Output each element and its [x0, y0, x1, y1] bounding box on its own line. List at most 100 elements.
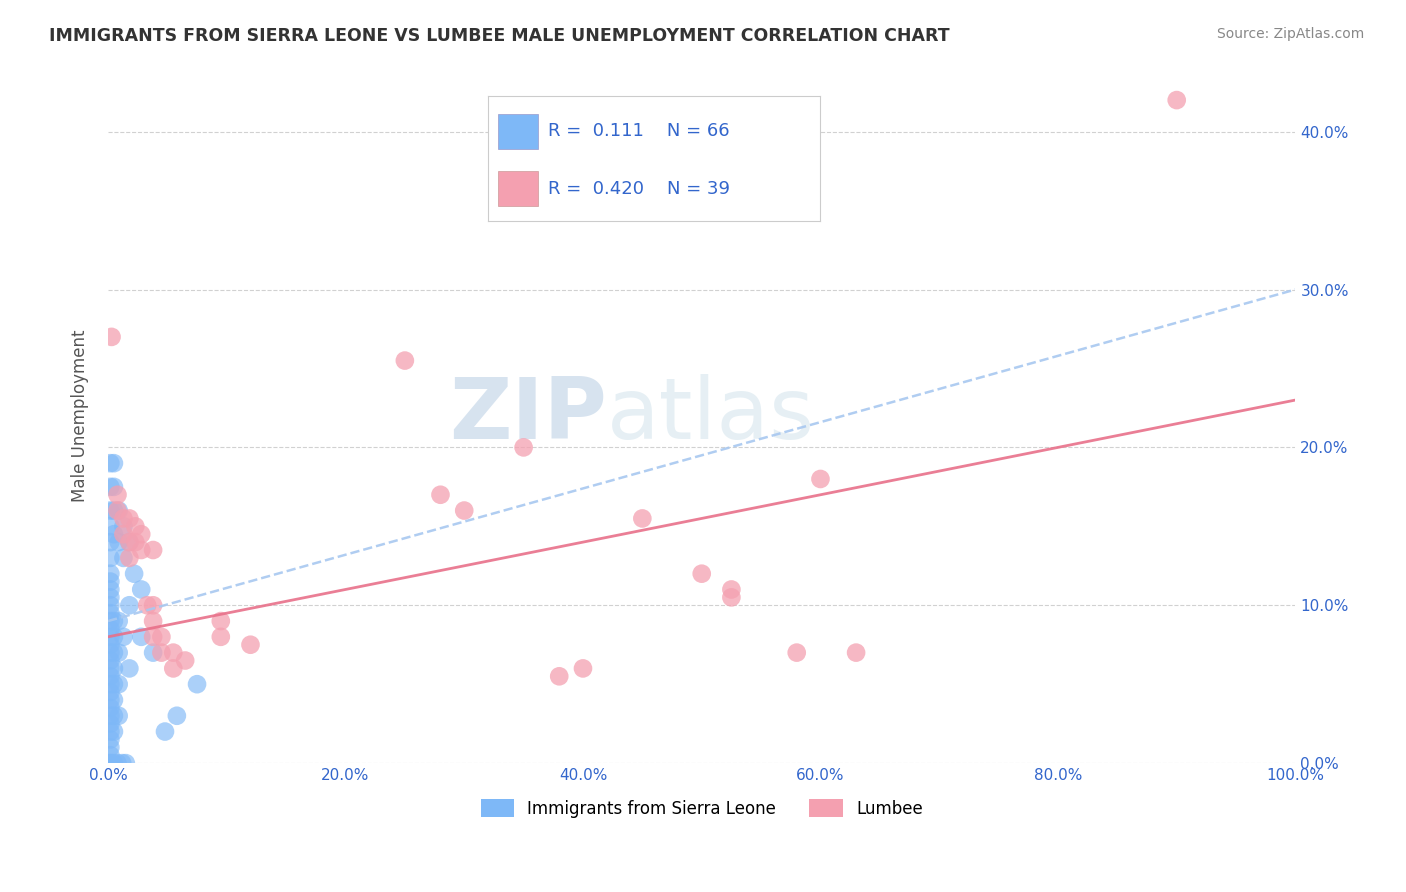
Point	[142, 646, 165, 660]
Point	[100, 330, 122, 344]
Point	[153, 724, 176, 739]
Point	[112, 511, 135, 525]
Y-axis label: Male Unemployment: Male Unemployment	[72, 329, 89, 502]
Point	[129, 527, 152, 541]
Point	[112, 550, 135, 565]
Point	[136, 599, 159, 613]
Point	[122, 566, 145, 581]
Point	[186, 677, 208, 691]
Point	[118, 535, 141, 549]
Point	[107, 488, 129, 502]
Point	[548, 669, 571, 683]
Point	[107, 677, 129, 691]
Point	[98, 685, 121, 699]
Point	[98, 566, 121, 581]
Point	[162, 661, 184, 675]
Point	[98, 606, 121, 620]
Point	[103, 630, 125, 644]
Point	[112, 519, 135, 533]
Legend: Immigrants from Sierra Leone, Lumbee: Immigrants from Sierra Leone, Lumbee	[474, 793, 929, 824]
Point	[98, 708, 121, 723]
Point	[98, 669, 121, 683]
Point	[98, 740, 121, 755]
Point	[453, 503, 475, 517]
Point	[98, 622, 121, 636]
Point	[112, 527, 135, 541]
Point	[107, 614, 129, 628]
Point	[98, 535, 121, 549]
Point	[98, 574, 121, 589]
Point	[142, 614, 165, 628]
Point	[429, 488, 451, 502]
Point	[98, 519, 121, 533]
Point	[98, 646, 121, 660]
Point	[98, 456, 121, 470]
Point	[112, 630, 135, 644]
Point	[103, 756, 125, 771]
Point	[98, 638, 121, 652]
Point	[103, 708, 125, 723]
Point	[174, 653, 197, 667]
Point	[107, 646, 129, 660]
Point	[118, 550, 141, 565]
Point	[98, 480, 121, 494]
Point	[142, 630, 165, 644]
Point	[239, 638, 262, 652]
Point	[107, 535, 129, 549]
Point	[98, 630, 121, 644]
Point	[107, 708, 129, 723]
Point	[98, 732, 121, 747]
Point	[786, 646, 808, 660]
Point	[98, 693, 121, 707]
Point	[98, 701, 121, 715]
Point	[98, 724, 121, 739]
Point	[129, 582, 152, 597]
Point	[98, 756, 121, 771]
Point	[103, 480, 125, 494]
Point	[103, 677, 125, 691]
Point	[98, 716, 121, 731]
Point	[107, 503, 129, 517]
Point	[103, 661, 125, 675]
Point	[98, 614, 121, 628]
Point	[107, 503, 129, 517]
Point	[103, 456, 125, 470]
Point	[98, 748, 121, 763]
Point	[142, 543, 165, 558]
Point	[98, 591, 121, 605]
Point	[107, 756, 129, 771]
Point	[162, 646, 184, 660]
Point	[394, 353, 416, 368]
Point	[98, 756, 121, 771]
Point	[111, 756, 134, 771]
Point	[124, 535, 146, 549]
Point	[98, 503, 121, 517]
Point	[142, 599, 165, 613]
Point	[103, 724, 125, 739]
Point	[129, 630, 152, 644]
Point	[118, 661, 141, 675]
Point	[118, 535, 141, 549]
Point	[118, 511, 141, 525]
Point	[166, 708, 188, 723]
Point	[98, 550, 121, 565]
Point	[98, 661, 121, 675]
Point	[98, 653, 121, 667]
Point	[150, 646, 173, 660]
Point	[129, 543, 152, 558]
Point	[103, 503, 125, 517]
Point	[103, 693, 125, 707]
Point	[810, 472, 832, 486]
Point	[720, 591, 742, 605]
Point	[690, 566, 713, 581]
Text: ZIP: ZIP	[449, 375, 607, 458]
Text: IMMIGRANTS FROM SIERRA LEONE VS LUMBEE MALE UNEMPLOYMENT CORRELATION CHART: IMMIGRANTS FROM SIERRA LEONE VS LUMBEE M…	[49, 27, 950, 45]
Point	[103, 527, 125, 541]
Point	[98, 599, 121, 613]
Point	[150, 630, 173, 644]
Point	[720, 582, 742, 597]
Point	[209, 614, 232, 628]
Text: Source: ZipAtlas.com: Source: ZipAtlas.com	[1216, 27, 1364, 41]
Point	[98, 677, 121, 691]
Point	[114, 756, 136, 771]
